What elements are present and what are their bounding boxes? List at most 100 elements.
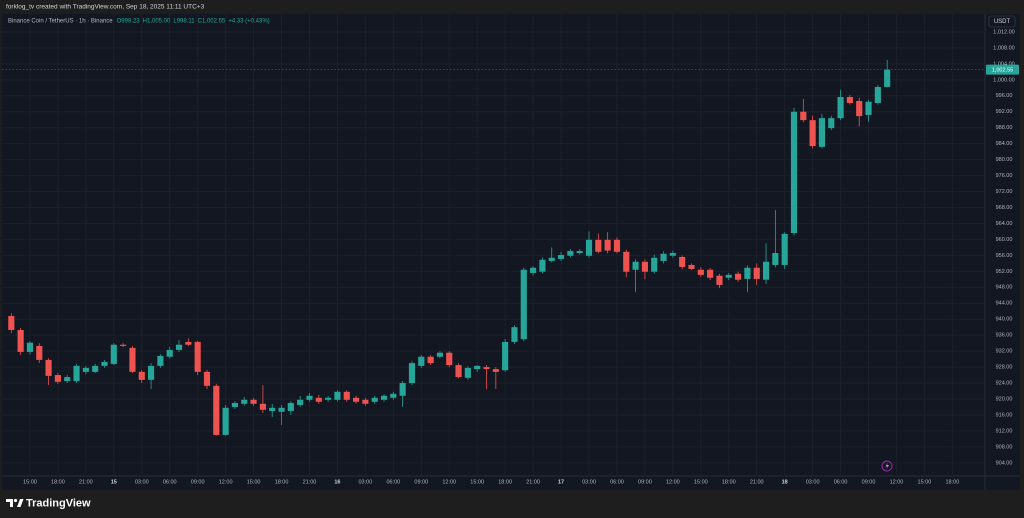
candle-body [576,250,583,253]
last-price-tag [986,64,1019,75]
candle-body [334,391,341,400]
x-tick-label: 18 [782,479,788,485]
candle-body [884,69,891,87]
y-tick-label: 1,004.00 [993,61,1014,67]
candle-body [287,402,294,411]
logo-dot [13,498,18,503]
x-tick-label: 03:00 [359,479,373,485]
candle-body [64,377,71,382]
y-tick-label: 940.00 [996,317,1013,323]
ohlc-value: H1,005.00 [143,19,171,25]
candle-body [352,397,360,402]
candle-body [874,87,881,103]
candle-body [306,395,313,400]
candle-body [483,367,490,370]
caption: forklog_tv created with TradingView.com,… [6,4,205,11]
y-tick-label: 932.00 [996,349,1013,355]
candle-body [520,269,527,340]
candle-body [269,407,276,411]
candle-body [120,344,127,346]
x-tick-label: 06:00 [163,479,177,485]
y-tick-label: 988.00 [996,125,1013,131]
y-tick-label: 984.00 [996,141,1013,147]
x-tick-label: 15:00 [918,479,932,485]
ohlc-value: L998.11 [173,19,195,25]
y-tick-label: 1,012.00 [993,29,1014,35]
ohlc-legend: O998.23 H1,005.00 L998.11 C1,002.55 +4.33 (+… [117,19,270,25]
y-tick-label: 956.00 [996,253,1013,259]
candle-body [110,344,117,364]
x-tick-label: 03:00 [806,479,820,485]
x-tick-label: 21:00 [750,479,764,485]
y-tick-label: 980.00 [996,157,1013,163]
candle-body [101,361,108,366]
candle-body [772,252,779,265]
candle-body [790,111,798,234]
x-tick-label: 18:00 [722,479,736,485]
candle-body [231,402,239,407]
x-tick-label: 15:00 [23,479,37,485]
y-tick-label: 920.00 [996,396,1013,402]
candle-body [474,365,481,370]
candle-body [73,365,80,382]
candle-body [343,391,350,400]
candle-body [45,359,52,376]
candle-body [660,253,667,261]
labels: 1,012.00 1,008.00 1,004.00 1,000.00 996.00 99… [23,29,1019,485]
x-tick-label: 18:00 [498,479,512,485]
x-tick-label: 15 [111,479,117,485]
candle-body [623,251,630,272]
candle-body [548,257,555,261]
candle-body [651,257,658,272]
last-price-label: 1,002.55 [992,67,1013,73]
candle-body [725,274,732,278]
x-tick-label: 09:00 [862,479,876,485]
x-tick-label: 21:00 [79,479,93,485]
y-tick-label: 1,000.00 [993,77,1014,83]
y-tick-label: 964.00 [996,221,1013,227]
candle-body [530,267,537,273]
candle-body [492,369,499,372]
ohlc-value: +4.33 (+0.43%) [228,19,269,25]
candle-body [856,100,863,117]
y-tick-label: 944.00 [996,301,1013,307]
x-tick-label: 09:00 [638,479,652,485]
x-tick-label: 03:00 [582,479,596,485]
candle-body [632,261,639,270]
candle-body [250,399,257,404]
candle-body [129,347,136,372]
candle-body [688,264,695,269]
y-tick-label: 924.00 [996,380,1013,386]
candle-body [641,261,648,272]
brand-logo [6,498,24,507]
candle-body [762,261,770,280]
y-tick-label: 952.00 [996,269,1013,275]
candle-body [408,363,416,384]
candle-body [390,393,397,398]
x-tick-label: 18:00 [946,479,960,485]
candle-body [585,239,593,256]
x-tick-label: 15:00 [694,479,708,485]
candle-body [557,254,565,259]
x-tick-label: 17 [558,479,564,485]
candle-body [36,345,43,360]
symbol: Binance Coin / TetherUS · 1h · Binance [8,19,113,25]
candle-body [380,395,388,400]
candle-body [865,101,872,115]
candle-body [464,367,471,378]
x-tick-label: 09:00 [191,479,205,485]
ohlc-value: O998.23 [117,19,141,25]
x-tick-label: 12:00 [890,479,904,485]
candle-body [362,399,369,404]
candle-body [511,327,518,342]
candle-body [604,239,611,251]
candle-body [744,267,751,279]
candle-body [679,256,686,267]
y-tick-label: 908.00 [996,444,1013,450]
y-tick-label: 996.00 [996,93,1013,99]
y-tick-label: 916.00 [996,412,1013,418]
candle-body [800,111,807,121]
event-icon[interactable] [881,460,893,472]
candle-body [595,239,602,252]
